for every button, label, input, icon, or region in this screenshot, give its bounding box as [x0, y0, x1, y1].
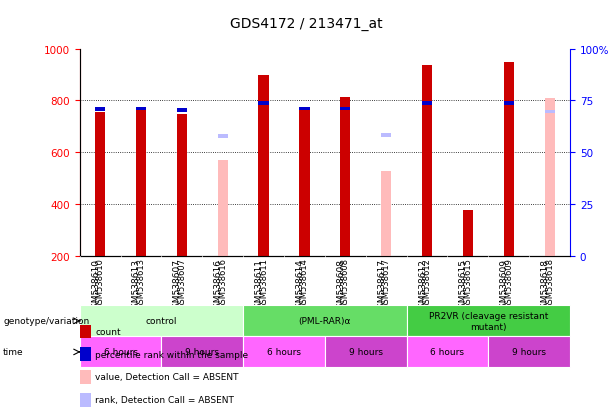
Bar — [340, 107, 351, 111]
Bar — [177, 109, 187, 113]
Text: GSM538609: GSM538609 — [500, 259, 509, 313]
Bar — [463, 211, 473, 256]
Text: GSM538611: GSM538611 — [254, 259, 264, 313]
Text: GSM538613: GSM538613 — [137, 257, 145, 308]
Bar — [299, 107, 310, 111]
Bar — [136, 107, 146, 111]
Text: GSM538607: GSM538607 — [173, 259, 182, 313]
Text: GSM538610: GSM538610 — [91, 259, 100, 313]
Text: control: control — [146, 317, 177, 325]
Bar — [136, 111, 146, 256]
Text: rank, Detection Call = ABSENT: rank, Detection Call = ABSENT — [95, 395, 234, 404]
Text: GSM538614: GSM538614 — [295, 259, 305, 313]
Text: time: time — [3, 348, 24, 356]
Bar — [422, 66, 432, 256]
Text: (PML-RAR)α: (PML-RAR)α — [299, 317, 351, 325]
Bar — [243, 306, 406, 337]
Text: GSM538613: GSM538613 — [132, 259, 141, 313]
Bar — [218, 135, 228, 139]
Bar — [95, 108, 105, 112]
Bar — [259, 76, 268, 256]
Text: count: count — [95, 327, 121, 336]
Text: GSM538609: GSM538609 — [504, 257, 513, 308]
Text: GSM538616: GSM538616 — [218, 257, 227, 308]
Text: percentile rank within the sample: percentile rank within the sample — [95, 350, 248, 359]
Text: GSM538608: GSM538608 — [337, 259, 345, 313]
Bar — [299, 111, 310, 256]
Bar — [218, 161, 228, 256]
Bar — [80, 306, 243, 337]
Bar — [243, 337, 325, 368]
Text: GSM538615: GSM538615 — [459, 259, 468, 313]
Text: 6 hours: 6 hours — [267, 348, 301, 356]
Text: GDS4172 / 213471_at: GDS4172 / 213471_at — [230, 17, 383, 31]
Text: 9 hours: 9 hours — [512, 348, 546, 356]
Text: value, Detection Call = ABSENT: value, Detection Call = ABSENT — [95, 373, 238, 382]
Text: GSM538617: GSM538617 — [377, 259, 386, 313]
Text: GSM538610: GSM538610 — [96, 257, 105, 308]
Bar — [80, 337, 161, 368]
Text: 6 hours: 6 hours — [430, 348, 465, 356]
Text: GSM538608: GSM538608 — [341, 257, 350, 308]
Bar — [544, 99, 555, 256]
Bar — [422, 102, 432, 106]
Bar — [504, 102, 514, 106]
Bar — [381, 134, 391, 137]
Text: 9 hours: 9 hours — [185, 348, 219, 356]
Bar — [406, 337, 489, 368]
Bar — [259, 102, 268, 106]
Text: 9 hours: 9 hours — [349, 348, 383, 356]
Text: GSM538616: GSM538616 — [214, 259, 223, 313]
Text: GSM538614: GSM538614 — [300, 257, 309, 308]
Text: 6 hours: 6 hours — [104, 348, 137, 356]
Text: GSM538612: GSM538612 — [418, 259, 427, 313]
Text: GSM538612: GSM538612 — [422, 257, 432, 308]
Text: GSM538618: GSM538618 — [545, 257, 554, 308]
Text: GSM538615: GSM538615 — [463, 257, 473, 308]
Bar — [95, 113, 105, 256]
Bar — [406, 306, 570, 337]
Bar — [489, 337, 570, 368]
Text: GSM538617: GSM538617 — [382, 257, 390, 308]
Bar — [161, 337, 243, 368]
Text: GSM538607: GSM538607 — [177, 257, 186, 308]
Bar — [544, 110, 555, 114]
Bar — [177, 114, 187, 256]
Bar — [381, 172, 391, 256]
Text: GSM538618: GSM538618 — [541, 259, 550, 313]
Text: genotype/variation: genotype/variation — [3, 317, 89, 325]
Text: GSM538611: GSM538611 — [259, 257, 268, 308]
Text: PR2VR (cleavage resistant
mutant): PR2VR (cleavage resistant mutant) — [428, 311, 548, 331]
Bar — [340, 97, 351, 256]
Bar — [504, 62, 514, 256]
Bar — [325, 337, 406, 368]
